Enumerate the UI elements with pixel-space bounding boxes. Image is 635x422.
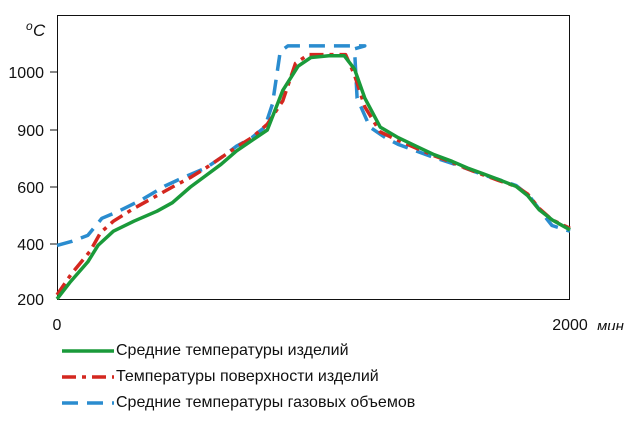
x-axis-label: мин <box>597 318 624 330</box>
y-axis-label: C <box>33 21 46 40</box>
legend-label: Температуры поверхности изделий <box>116 368 379 385</box>
x-axis-ticks: 0 2000 мин <box>53 317 624 330</box>
y-tick-label: 400 <box>17 237 44 254</box>
y-axis-label-superscript: o <box>26 19 33 33</box>
x-tick-label: 0 <box>53 317 62 330</box>
y-tick-label: 900 <box>17 123 44 140</box>
y-tick-label: 600 <box>17 180 44 197</box>
y-tick-label: 200 <box>17 292 44 309</box>
y-tick-label: 1000 <box>8 65 44 82</box>
y-axis-ticks: 1000 900 600 400 200 <box>8 65 57 309</box>
x-tick-label: 2000 <box>552 317 588 330</box>
legend-swatch-solid <box>60 346 116 356</box>
series-line-solid <box>55 54 571 301</box>
legend-swatch-dashed <box>60 398 116 408</box>
legend-item: Температуры поверхности изделий <box>60 364 415 390</box>
legend-item: Средние температуры газовых объемов <box>60 390 415 416</box>
series-line-dashdot <box>55 52 571 296</box>
legend-item: Средние температуры изделий <box>60 338 415 364</box>
chart: o C 1000 900 600 400 200 0 2000 мин <box>8 15 624 330</box>
legend: Средние температуры изделий Температуры … <box>60 338 415 416</box>
series-layer <box>55 44 571 301</box>
legend-label: Средние температуры изделий <box>116 342 349 359</box>
plot-frame <box>57 15 570 300</box>
legend-swatch-dashdot <box>60 372 116 382</box>
series-line-dashed <box>56 44 571 248</box>
legend-label: Средние температуры газовых объемов <box>116 394 416 411</box>
